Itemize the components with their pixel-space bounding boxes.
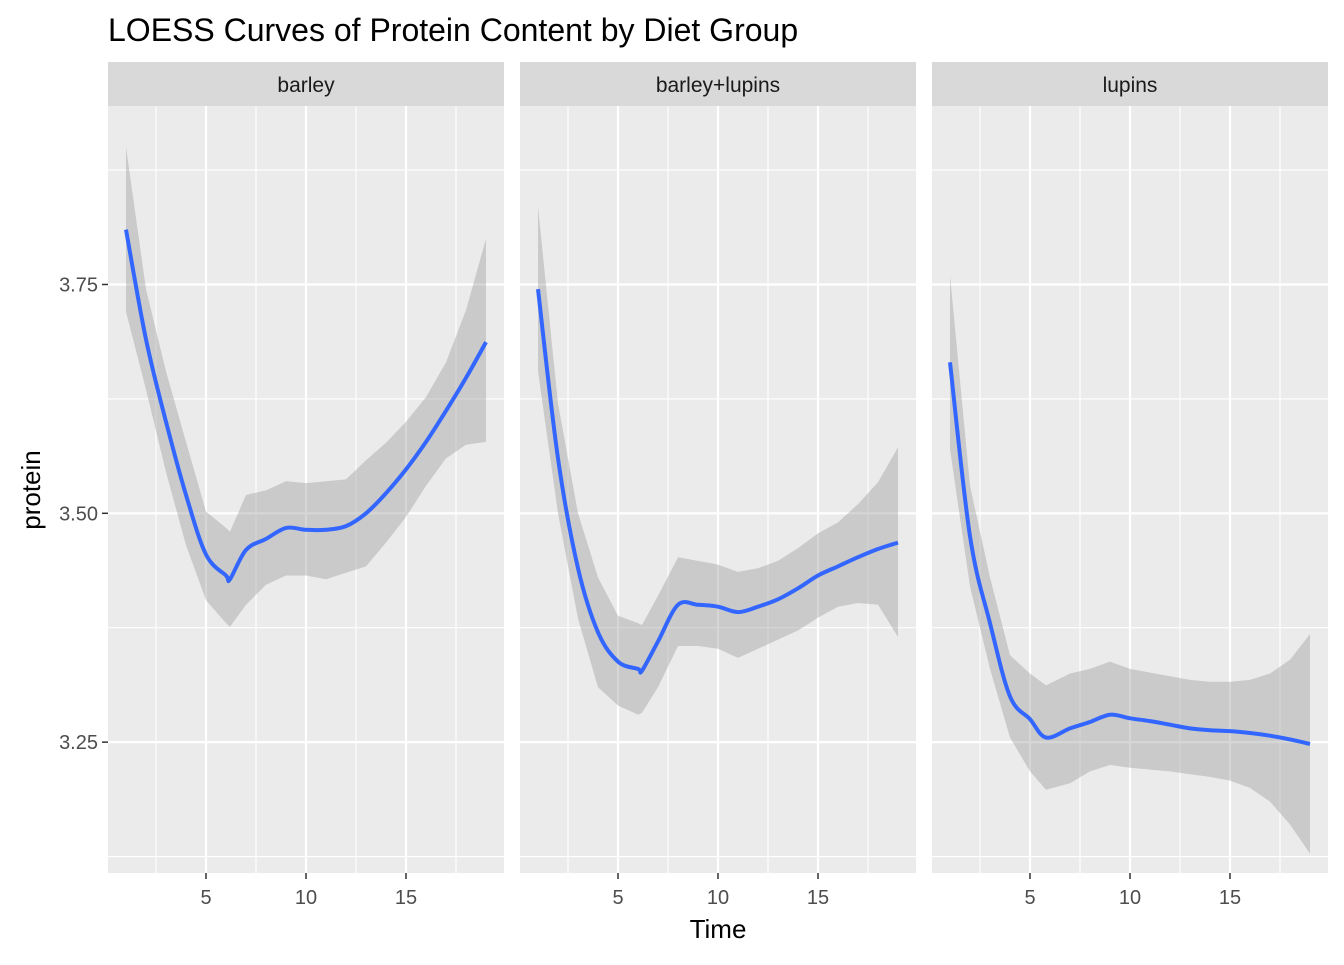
facet-strip: [108, 62, 504, 106]
x-tick-label: 5: [612, 887, 623, 909]
facet-strip-label: barley: [277, 74, 335, 97]
facet-lupins: lupins 5 10 15: [932, 62, 1328, 909]
x-tick-label: 15: [1219, 887, 1241, 909]
facet-barley: barley 5 10 15 3.25 3.50 3.75: [59, 62, 504, 909]
y-tick-label: 3.50: [59, 503, 98, 525]
x-tick-label: 10: [1119, 887, 1141, 909]
loess-line: [124, 229, 488, 584]
facet-strip: [932, 62, 1328, 106]
loess-line: [948, 362, 1311, 746]
y-tick-label: 3.25: [59, 732, 98, 754]
x-tick-label: 5: [1024, 887, 1035, 909]
facet-strip: [520, 62, 916, 106]
y-axis-title: protein: [16, 450, 46, 530]
chart-title: LOESS Curves of Protein Content by Diet …: [108, 12, 798, 48]
loess-line: [536, 288, 899, 675]
facets-layer: barley 5 10 15 3.25 3.50 3.75 barley+lupins 5 10 1…: [59, 62, 1328, 909]
confidence-band: [538, 206, 898, 715]
x-tick-label: 15: [807, 887, 829, 909]
x-tick-label: 10: [295, 887, 317, 909]
confidence-band: [950, 275, 1310, 854]
facet-strip-label: lupins: [1103, 74, 1158, 97]
x-tick-label: 10: [707, 887, 729, 909]
y-tick-label: 3.75: [59, 274, 98, 296]
facet-strip-label: barley+lupins: [656, 74, 780, 97]
x-axis-title: Time: [690, 914, 747, 944]
x-tick-label: 5: [200, 887, 211, 909]
facet-barley-lupins: barley+lupins 5 10 15: [520, 62, 916, 909]
x-tick-label: 15: [395, 887, 417, 909]
confidence-band: [126, 147, 486, 627]
